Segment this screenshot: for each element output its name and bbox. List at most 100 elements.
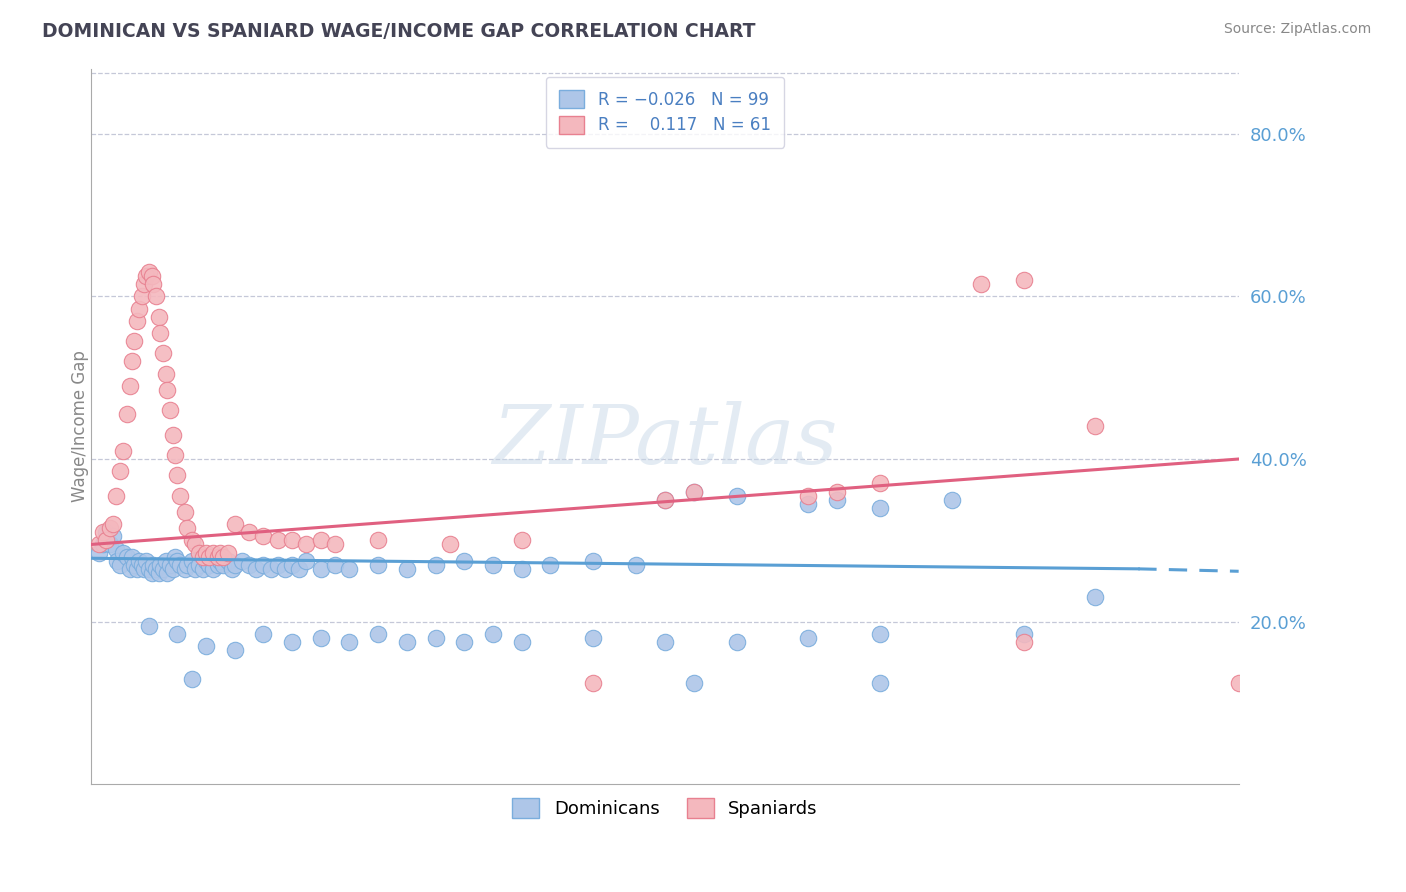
Point xyxy=(395,562,418,576)
Point xyxy=(135,268,157,283)
Point xyxy=(538,558,561,572)
Point xyxy=(195,639,218,653)
Point xyxy=(869,500,891,515)
Point xyxy=(104,541,127,556)
Point xyxy=(111,443,134,458)
Point xyxy=(149,326,172,340)
Point xyxy=(274,562,297,576)
Point xyxy=(252,558,274,572)
Point xyxy=(309,533,332,548)
Point xyxy=(1084,591,1107,605)
Point xyxy=(131,289,153,303)
Point xyxy=(797,631,820,645)
Point xyxy=(295,537,318,551)
Point xyxy=(148,566,170,580)
Point xyxy=(91,525,114,540)
Point xyxy=(267,533,290,548)
Point xyxy=(87,537,110,551)
Point xyxy=(155,554,177,568)
Point xyxy=(120,562,142,576)
Point xyxy=(309,562,332,576)
Text: DOMINICAN VS SPANIARD WAGE/INCOME GAP CORRELATION CHART: DOMINICAN VS SPANIARD WAGE/INCOME GAP CO… xyxy=(42,22,755,41)
Point xyxy=(209,545,232,559)
Point xyxy=(395,635,418,649)
Point xyxy=(1084,419,1107,434)
Y-axis label: Wage/Income Gap: Wage/Income Gap xyxy=(72,351,89,502)
Point xyxy=(682,484,704,499)
Point xyxy=(166,554,188,568)
Point xyxy=(159,558,181,572)
Point xyxy=(654,492,676,507)
Point xyxy=(725,635,748,649)
Point xyxy=(195,545,218,559)
Point xyxy=(187,545,209,559)
Point xyxy=(482,558,505,572)
Point xyxy=(869,476,891,491)
Point xyxy=(152,562,174,576)
Point xyxy=(149,558,172,572)
Point xyxy=(176,558,198,572)
Point xyxy=(224,643,246,657)
Point xyxy=(231,554,253,568)
Point xyxy=(183,537,205,551)
Point xyxy=(252,529,274,543)
Point xyxy=(797,489,820,503)
Point xyxy=(238,525,260,540)
Point xyxy=(198,558,221,572)
Point xyxy=(869,675,891,690)
Point xyxy=(166,627,188,641)
Point xyxy=(725,489,748,503)
Point xyxy=(238,558,260,572)
Point xyxy=(825,492,848,507)
Point xyxy=(180,672,202,686)
Point xyxy=(115,549,138,564)
Point xyxy=(138,562,160,576)
Point xyxy=(145,289,167,303)
Point xyxy=(180,554,202,568)
Point xyxy=(98,537,121,551)
Text: ZIPatlas: ZIPatlas xyxy=(492,401,838,481)
Point xyxy=(217,554,239,568)
Point xyxy=(281,558,304,572)
Point xyxy=(969,277,991,292)
Point xyxy=(111,545,134,559)
Point xyxy=(202,545,225,559)
Point xyxy=(101,517,124,532)
Point xyxy=(156,383,179,397)
Point xyxy=(87,545,110,559)
Point xyxy=(626,558,648,572)
Point xyxy=(582,675,605,690)
Point xyxy=(482,627,505,641)
Point xyxy=(195,554,218,568)
Point xyxy=(453,554,475,568)
Point xyxy=(281,533,304,548)
Point xyxy=(267,558,290,572)
Point xyxy=(162,562,184,576)
Point xyxy=(339,562,361,576)
Legend: Dominicans, Spaniards: Dominicans, Spaniards xyxy=(505,791,825,825)
Point xyxy=(115,407,138,421)
Point xyxy=(367,558,389,572)
Point xyxy=(135,554,157,568)
Point xyxy=(1227,675,1250,690)
Point xyxy=(155,367,177,381)
Point xyxy=(425,558,447,572)
Point xyxy=(120,379,142,393)
Point xyxy=(323,537,346,551)
Point xyxy=(654,635,676,649)
Point xyxy=(134,277,156,292)
Point xyxy=(94,533,117,548)
Point xyxy=(156,566,179,580)
Point xyxy=(169,558,191,572)
Point xyxy=(173,505,195,519)
Point xyxy=(207,549,229,564)
Point xyxy=(224,558,246,572)
Point xyxy=(145,562,167,576)
Point xyxy=(1012,627,1035,641)
Point xyxy=(224,517,246,532)
Point xyxy=(367,533,389,548)
Point xyxy=(212,549,235,564)
Point xyxy=(124,334,146,348)
Point xyxy=(91,537,114,551)
Point xyxy=(209,554,232,568)
